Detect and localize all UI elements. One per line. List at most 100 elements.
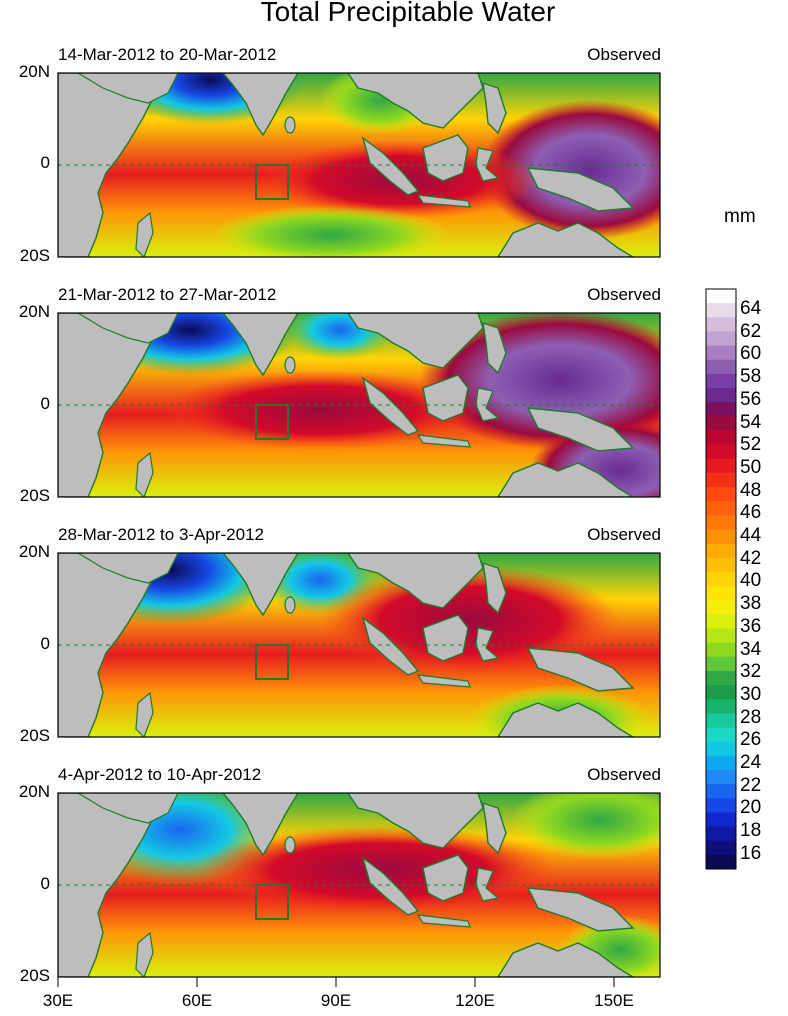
lat-label-20n-p4: 20N <box>18 782 50 801</box>
colorbar-swatch <box>706 769 736 785</box>
lat-label-20s-p1: 20S <box>19 246 50 265</box>
colorbar-tick-label: 52 <box>740 434 762 456</box>
colorbar-tick-label: 26 <box>740 729 762 751</box>
colorbar-swatch <box>706 373 736 389</box>
colorbar-tick-label: 24 <box>740 752 762 773</box>
lat-label-20n-p3: 20N <box>18 542 50 561</box>
colorbar-swatch <box>706 628 736 644</box>
panel-3-tag: Observed <box>587 525 661 544</box>
panel-1-date-range: 14-Mar-2012 to 20-Mar-2012 <box>58 45 277 64</box>
lat-label-20n-p2: 20N <box>18 302 50 321</box>
colorbar-tick-label: 46 <box>740 502 762 524</box>
colorbar-swatch <box>706 402 736 417</box>
colorbar-tick-label: 32 <box>740 661 762 683</box>
panel-4-map <box>58 793 660 977</box>
colorbar-swatch <box>706 614 736 630</box>
colorbar-tick-label: 42 <box>740 547 762 569</box>
colorbar-swatch <box>706 727 736 743</box>
colorbar-swatch <box>706 670 736 686</box>
colorbar-tick-label: 50 <box>740 456 762 478</box>
colorbar-swatch <box>706 458 736 474</box>
colorbar-swatch <box>706 557 736 573</box>
colorbar-tick-label: 16 <box>740 842 762 864</box>
colorbar-tick-label: 44 <box>740 525 762 546</box>
panel-3-frame <box>57 552 661 738</box>
colorbar-swatch <box>706 812 736 828</box>
colorbar-swatch <box>706 472 736 488</box>
colorbar-swatch <box>706 571 736 587</box>
colorbar-frame <box>705 288 737 870</box>
panel-1-frame <box>57 72 661 258</box>
lat-label-20s-p4: 20S <box>19 966 50 985</box>
colorbar <box>705 288 737 870</box>
figure-title: Total Precipitable Water <box>260 0 556 27</box>
colorbar-swatch <box>706 699 736 714</box>
colorbar-tick-label: 36 <box>740 615 762 637</box>
colorbar-tick-label: 38 <box>740 593 762 615</box>
colorbar-tick-label: 22 <box>740 774 762 796</box>
x-axis-ticks <box>57 977 615 987</box>
colorbar-tick-label: 34 <box>740 638 762 660</box>
colorbar-swatch <box>706 840 736 856</box>
lat-label-20n-p1: 20N <box>18 62 50 81</box>
panel-2-frame <box>57 312 661 498</box>
lon-label-60e: 60E <box>181 991 213 1010</box>
colorbar-swatch <box>706 359 736 375</box>
lat-label-0-p1: 0 <box>40 153 50 172</box>
colorbar-swatch <box>706 543 736 559</box>
colorbar-swatch <box>706 515 736 530</box>
panel-1-tag: Observed <box>587 45 661 64</box>
colorbar-swatch <box>706 303 736 318</box>
colorbar-swatch <box>706 331 736 347</box>
colorbar-swatch <box>706 529 736 545</box>
lat-label-0-p2: 0 <box>40 394 50 413</box>
units-label: mm <box>724 206 756 227</box>
colorbar-swatch <box>706 600 736 615</box>
panel-1-map <box>58 73 660 257</box>
lat-label-0-p3: 0 <box>40 634 50 653</box>
lon-label-30e: 30E <box>42 991 74 1010</box>
colorbar-swatch <box>706 430 736 446</box>
colorbar-tick-label: 58 <box>740 366 762 388</box>
colorbar-tick-label: 56 <box>740 388 762 410</box>
colorbar-swatch <box>706 755 736 771</box>
panel-3-map <box>58 553 660 737</box>
colorbar-tick-label: 20 <box>740 797 762 819</box>
colorbar-tick-label: 62 <box>740 320 762 342</box>
colorbar-swatch <box>706 713 736 729</box>
colorbar-swatch <box>706 784 736 799</box>
colorbar-swatch <box>706 289 736 304</box>
colorbar-swatch <box>706 501 736 516</box>
colorbar-swatch <box>706 685 736 700</box>
panel-2-tag: Observed <box>587 285 661 304</box>
panel-2-map <box>58 313 660 497</box>
colorbar-tick-label: 28 <box>740 706 762 728</box>
panel-4-tag: Observed <box>587 765 661 784</box>
colorbar-swatch <box>706 444 736 460</box>
panel-4-date-range: 4-Apr-2012 to 10-Apr-2012 <box>58 765 262 784</box>
colorbar-tick-label: 48 <box>740 479 762 501</box>
lat-label-20s-p2: 20S <box>19 486 50 505</box>
panel-4-frame <box>57 792 661 978</box>
lat-label-20s-p3: 20S <box>19 726 50 745</box>
colorbar-swatch <box>706 642 736 658</box>
colorbar-tick-label: 60 <box>740 343 762 365</box>
colorbar-swatch <box>706 798 736 813</box>
colorbar-swatch <box>706 416 736 431</box>
colorbar-swatch <box>706 854 736 870</box>
lon-label-90e: 90E <box>320 991 352 1010</box>
colorbar-swatch <box>706 656 736 672</box>
colorbar-swatch <box>706 741 736 757</box>
colorbar-tick-label: 64 <box>740 298 762 319</box>
colorbar-tick-label: 40 <box>740 570 762 592</box>
colorbar-swatch <box>706 345 736 361</box>
lat-label-0-p4: 0 <box>40 874 50 893</box>
lon-label-120e: 120E <box>455 991 495 1010</box>
colorbar-tick-label: 30 <box>740 683 762 705</box>
panel-2-date-range: 21-Mar-2012 to 27-Mar-2012 <box>58 285 277 304</box>
colorbar-tick-label: 18 <box>740 820 762 842</box>
colorbar-swatch <box>706 586 736 601</box>
lon-label-150e: 150E <box>594 991 634 1010</box>
colorbar-swatch <box>706 826 736 842</box>
colorbar-tick-label: 54 <box>740 411 762 433</box>
